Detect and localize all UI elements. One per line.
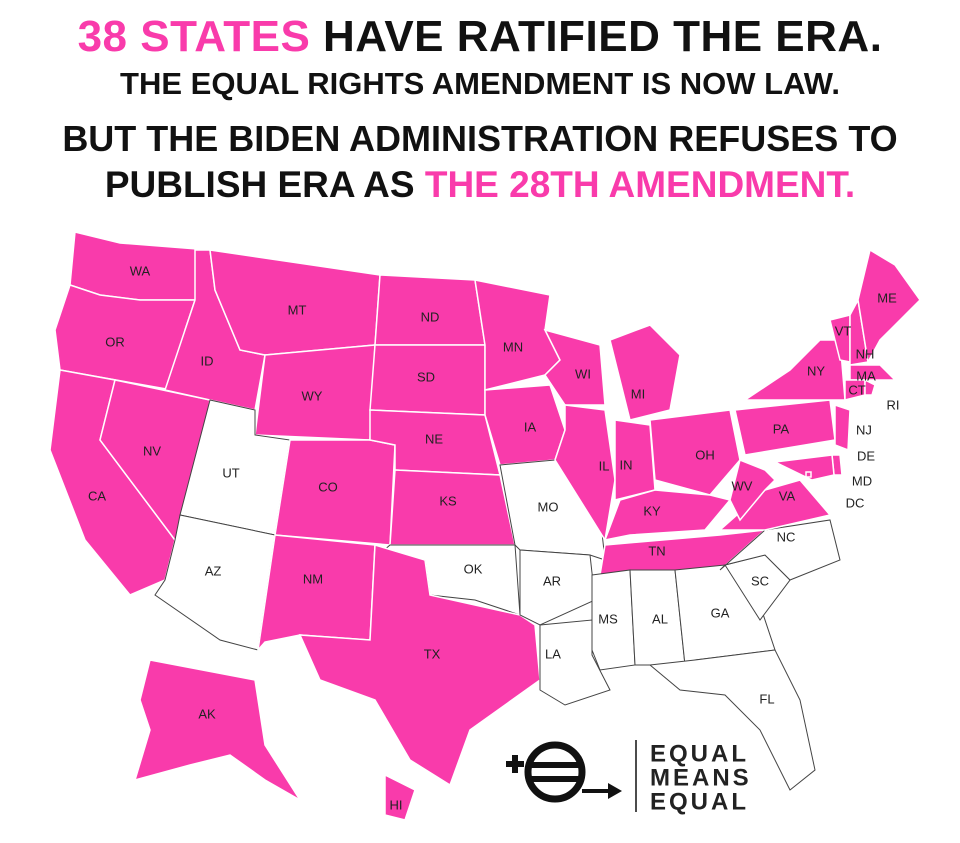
state-label: FL — [759, 691, 774, 706]
state-label: DE — [857, 448, 875, 463]
state-label: AZ — [205, 563, 222, 578]
state-label: ME — [877, 290, 897, 305]
state-label: PA — [773, 421, 790, 436]
state-label: NC — [777, 529, 796, 544]
state — [274, 439, 396, 546]
state-label: GA — [711, 605, 730, 620]
state-label: TN — [648, 543, 665, 558]
state-label: WY — [302, 388, 323, 403]
state-label: HI — [390, 797, 403, 812]
highlight: THE 28TH AMENDMENT. — [424, 164, 856, 205]
headline-text: HAVE RATIFIED THE ERA. — [323, 12, 883, 61]
state-label: DC — [846, 495, 865, 510]
state-label: RI — [887, 397, 900, 412]
state-label: ND — [421, 309, 440, 324]
state-label: MD — [852, 473, 872, 488]
headline-4: PUBLISH ERA AS THE 28TH AMENDMENT. — [0, 164, 960, 206]
state-label: SD — [417, 369, 435, 384]
state — [133, 659, 301, 801]
state-label: AK — [198, 706, 216, 721]
state-label: NV — [143, 443, 161, 458]
state-label: WA — [130, 263, 151, 278]
logo-circle — [524, 741, 586, 803]
logo-bar — [530, 762, 580, 768]
headline-1: 38 STATES HAVE RATIFIED THE ERA. — [0, 12, 960, 62]
state-label: IA — [524, 419, 537, 434]
state-label: KS — [439, 493, 457, 508]
state — [591, 569, 636, 671]
state — [742, 339, 846, 401]
state-label: NH — [856, 346, 875, 361]
state-label: MI — [631, 386, 645, 401]
state — [772, 454, 835, 481]
state — [864, 378, 876, 396]
state-label: TX — [424, 646, 441, 661]
state-label: AL — [652, 611, 668, 626]
state-label: MT — [288, 302, 307, 317]
state-label: WI — [575, 366, 591, 381]
headline-text: PUBLISH ERA AS — [104, 164, 415, 205]
state-label: WV — [732, 478, 753, 493]
state — [609, 324, 681, 421]
state-label: KY — [643, 503, 661, 518]
state-label: VA — [779, 488, 796, 503]
state-label: OH — [695, 447, 715, 462]
logo-text: EQUAL — [650, 788, 749, 815]
state-label: OR — [105, 334, 125, 349]
state — [834, 403, 851, 452]
state — [603, 489, 732, 542]
state — [298, 544, 541, 787]
state-label: IL — [599, 458, 610, 473]
state-label: IN — [620, 457, 633, 472]
headline-2: THE EQUAL RIGHTS AMENDMENT IS NOW LAW. — [120, 66, 840, 101]
labels: WA OR CA NV ID MT WY UT CO AZ NM ND SD NE KS OK TX MN IA MO… — [88, 263, 900, 812]
state-label: ID — [201, 353, 214, 368]
logo-arrow — [608, 783, 622, 799]
state-label: SC — [751, 573, 769, 588]
state-label: CT — [848, 382, 865, 397]
state-label: MS — [598, 611, 618, 626]
logo-text: EQUAL — [650, 740, 749, 767]
state — [857, 248, 921, 365]
highlight: 38 STATES — [77, 12, 311, 61]
state — [519, 549, 596, 626]
state-label: AR — [543, 573, 561, 588]
state-label: OK — [464, 561, 483, 576]
state — [649, 409, 741, 496]
state — [729, 458, 777, 522]
state — [805, 471, 812, 478]
state-label: VT — [835, 323, 852, 338]
state — [256, 534, 376, 653]
logo: EQUAL MEANS EQUAL — [506, 740, 752, 815]
state-label: CA — [88, 488, 106, 503]
state-label: NJ — [856, 422, 872, 437]
state — [384, 773, 416, 821]
state-label: NY — [807, 363, 825, 378]
state-label: LA — [545, 646, 561, 661]
state-label: MN — [503, 339, 523, 354]
logo-bar — [530, 776, 580, 782]
state-label: NE — [425, 431, 443, 446]
headline-3: BUT THE BIDEN ADMINISTRATION REFUSES TO — [62, 118, 898, 159]
state — [648, 649, 816, 791]
logo-plus — [512, 755, 518, 773]
state-label: NM — [303, 571, 323, 586]
state — [719, 519, 841, 581]
state-label: UT — [222, 465, 239, 480]
state — [849, 364, 897, 381]
logo-text: MEANS — [650, 764, 752, 791]
state-label: MA — [856, 368, 876, 383]
state-label: CO — [318, 479, 338, 494]
states — [49, 231, 921, 821]
state-label: MO — [538, 499, 559, 514]
